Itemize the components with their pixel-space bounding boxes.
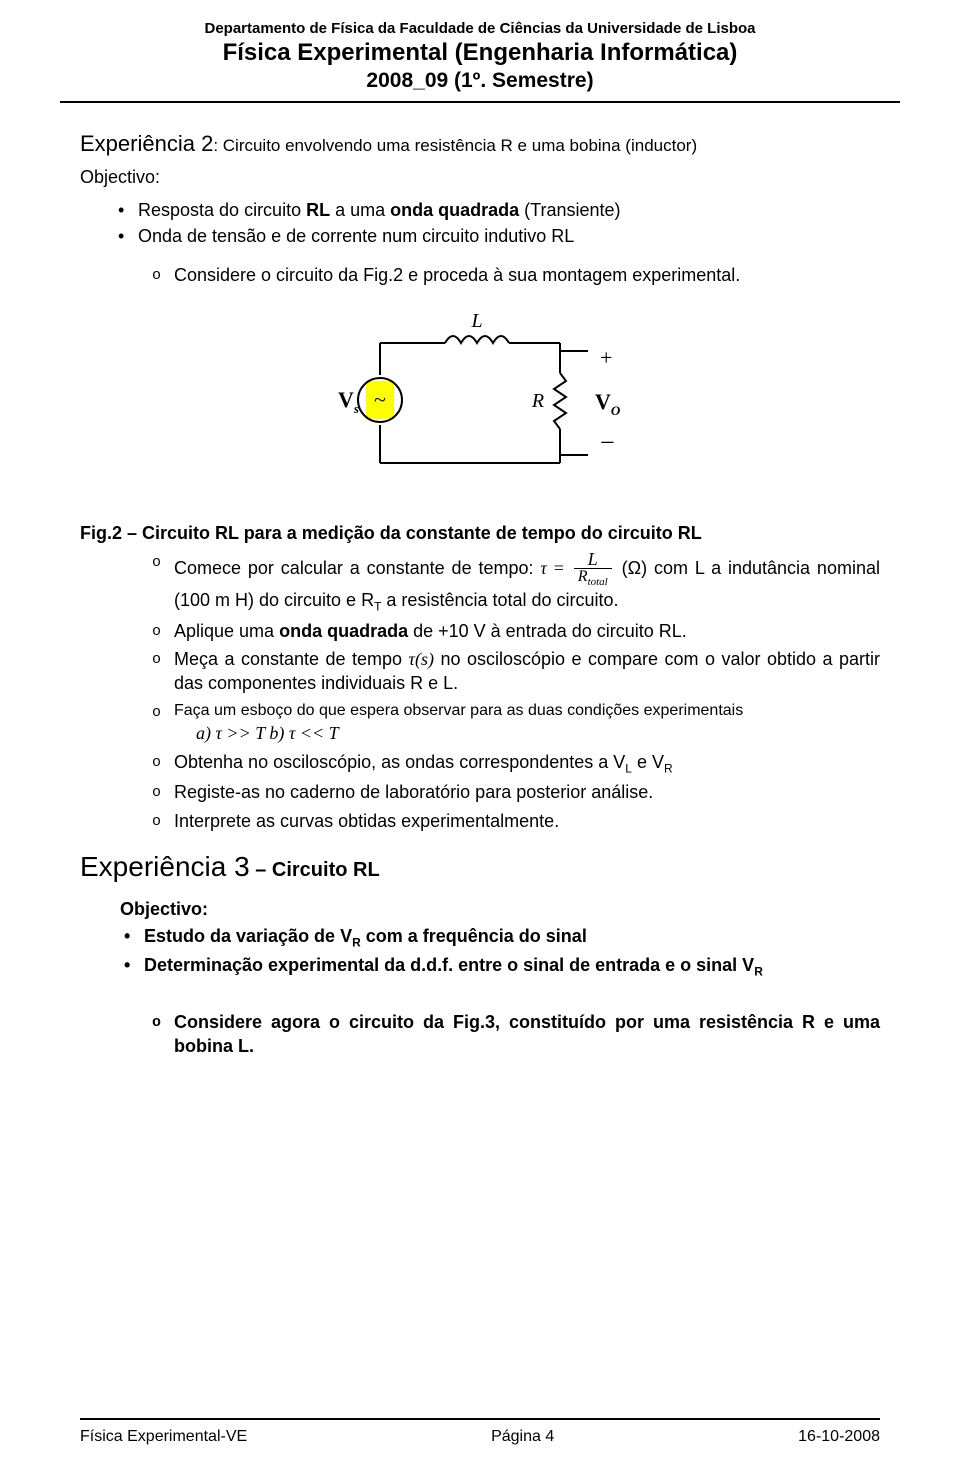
exp2-objectives-list: Resposta do circuito RL a uma onda quadr… bbox=[118, 198, 880, 249]
fig2-step-interpret: Interprete as curvas obtidas experimenta… bbox=[152, 809, 880, 833]
header-dept: Departamento de Física da Faculdade de C… bbox=[80, 20, 880, 37]
fig2-step-apply: Aplique uma onda quadrada de +10 V à ent… bbox=[152, 619, 880, 643]
obtain-a: Obtenha no osciloscópio, as ondas corres… bbox=[174, 752, 625, 772]
exp3-objectives-list: Estudo da variação de VR com a frequênci… bbox=[124, 924, 880, 980]
exp3-consider: Considere agora o circuito da Fig.3, con… bbox=[152, 1010, 880, 1059]
exp2-bullet-2: Onda de tensão e de corrente num circuit… bbox=[118, 224, 880, 248]
exp3-bul1-b: com a frequência do sinal bbox=[361, 926, 587, 946]
label-L: L bbox=[470, 313, 482, 332]
exp3-bul2: Determinação experimental da d.d.f. entr… bbox=[124, 953, 880, 980]
fig2-step-calc: Comece por calcular a constante de tempo… bbox=[152, 550, 880, 615]
label-minus: − bbox=[600, 428, 615, 457]
exp2-bullet-1: Resposta do circuito RL a uma onda quadr… bbox=[118, 198, 880, 222]
exp3-title-big: Experiência 3 bbox=[80, 851, 250, 882]
header-divider bbox=[60, 101, 900, 103]
exp2-objective-label: Objectivo: bbox=[80, 167, 880, 188]
tau-s: τ(s) bbox=[409, 649, 434, 669]
frac-den: Rtotal bbox=[574, 569, 612, 588]
exp3-sub-list: Considere agora o circuito da Fig.3, con… bbox=[152, 1010, 880, 1059]
label-plus: + bbox=[600, 345, 612, 370]
exp2-title: Experiência 2: Circuito envolvendo uma r… bbox=[80, 131, 880, 157]
exp2-sub-list-1: Considere o circuito da Fig.2 e proceda … bbox=[152, 263, 880, 287]
exp3-title-small: – Circuito RL bbox=[250, 859, 380, 881]
sub-L: L bbox=[625, 761, 632, 775]
frac-num: L bbox=[574, 550, 612, 569]
exp3-bul2-a: Determinação experimental da d.d.f. entr… bbox=[144, 955, 754, 975]
label-Vo: VO bbox=[595, 389, 621, 418]
exp2-consider: Considere o circuito da Fig.2 e proceda … bbox=[152, 263, 880, 287]
fig2-steps: Comece por calcular a constante de tempo… bbox=[152, 550, 880, 833]
page-footer: Física Experimental-VE Página 4 16-10-20… bbox=[80, 1428, 880, 1446]
measure-pre: Meça a constante de tempo bbox=[174, 649, 409, 669]
fig2-step-sketch: Faça um esboço do que espera observar pa… bbox=[152, 700, 880, 746]
exp3-title: Experiência 3 – Circuito RL bbox=[80, 851, 880, 883]
fig2-step-obtain: Obtenha no osciloscópio, as ondas corres… bbox=[152, 750, 880, 777]
fig2-caption: Fig.2 – Circuito RL para a medição da co… bbox=[80, 523, 880, 544]
fig2-step-register: Registe-as no caderno de laboratório par… bbox=[152, 780, 880, 804]
footer-divider bbox=[80, 1418, 880, 1420]
footer-right: 16-10-2008 bbox=[798, 1428, 880, 1446]
footer-center: Página 4 bbox=[491, 1428, 554, 1446]
ohm-unit: (Ω) bbox=[622, 558, 654, 578]
exp3-bul1: Estudo da variação de VR com a frequênci… bbox=[124, 924, 880, 951]
sketch-text: Faça um esboço do que espera observar pa… bbox=[174, 702, 743, 719]
exp2-title-rest: : Circuito envolvendo uma resistência R … bbox=[213, 136, 697, 155]
exp2-title-strong: Experiência 2 bbox=[80, 131, 213, 156]
conditions: a) τ >> T b) τ << T bbox=[196, 721, 880, 745]
exp3-objective-label: Objectivo: bbox=[120, 899, 880, 920]
fraction: L Rtotal bbox=[574, 550, 612, 588]
exp3-bul1-sub: R bbox=[352, 936, 361, 950]
calc-post2: a resistência total do circuito. bbox=[381, 590, 618, 610]
tau-symbol: τ bbox=[540, 558, 546, 578]
header-term: 2008_09 (1º. Semestre) bbox=[80, 69, 880, 93]
rl-circuit-svg: ~ L R Vs + VO − bbox=[320, 313, 640, 493]
sub-R: R bbox=[664, 761, 673, 775]
header-course: Física Experimental (Engenharia Informát… bbox=[80, 39, 880, 67]
label-Vs: Vs bbox=[338, 387, 359, 416]
page-header: Departamento de Física da Faculdade de C… bbox=[80, 20, 880, 93]
eq-sign: = bbox=[554, 558, 564, 578]
circuit-diagram: ~ L R Vs + VO − bbox=[80, 313, 880, 493]
obtain-b: e V bbox=[632, 752, 664, 772]
fig2-step-measure: Meça a constante de tempo τ(s) no oscilo… bbox=[152, 647, 880, 696]
exp3-bul1-a: Estudo da variação de V bbox=[144, 926, 352, 946]
source-tilde: ~ bbox=[374, 387, 386, 412]
calc-pre: Comece por calcular a constante de tempo… bbox=[174, 558, 540, 578]
exp3-bul2-sub: R bbox=[754, 964, 763, 978]
label-R: R bbox=[531, 390, 544, 412]
footer-left: Física Experimental-VE bbox=[80, 1428, 247, 1446]
